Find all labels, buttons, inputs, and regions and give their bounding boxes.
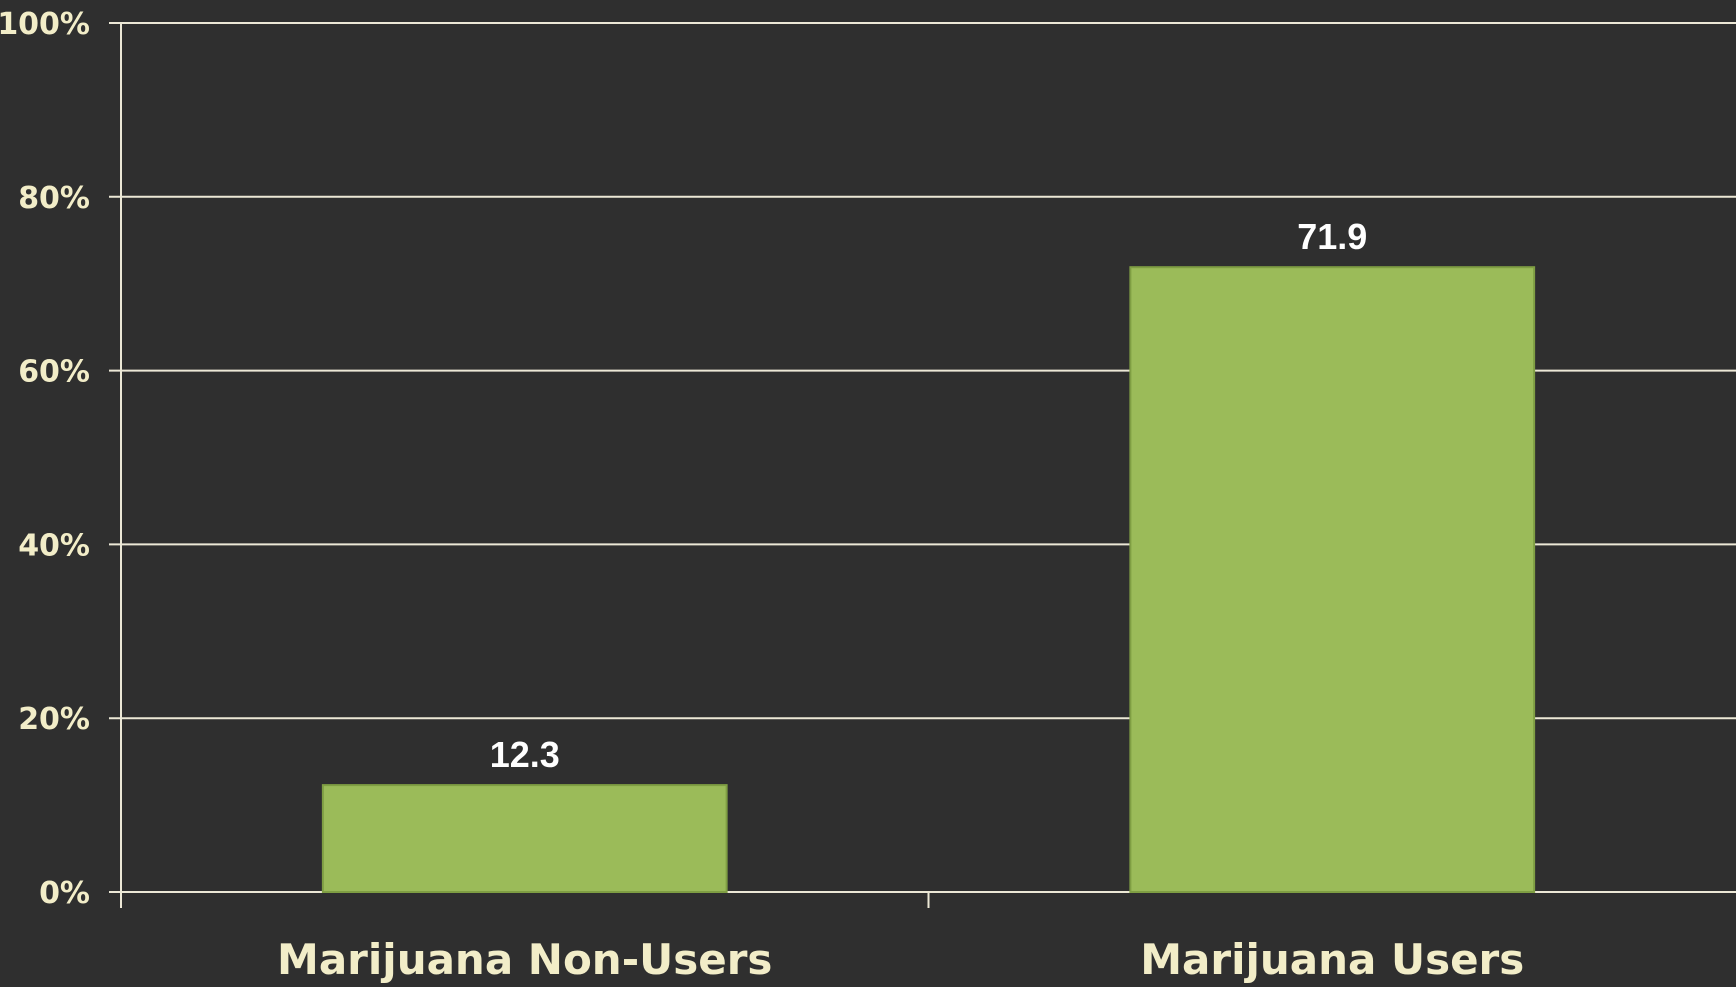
y-tick-label: 0% <box>39 876 90 911</box>
data-label: 71.9 <box>1297 216 1367 257</box>
data-label: 12.3 <box>490 734 560 775</box>
y-tick-label: 100% <box>0 7 90 42</box>
y-tick-label: 20% <box>18 702 90 737</box>
axes <box>120 23 930 908</box>
bar-marijuana-users <box>1129 266 1536 893</box>
x-category-label: Marijuana Non-Users <box>277 935 772 984</box>
labels: 0% 20% 40% 60% 80% 100% 12.3 Marijuana Non-User… <box>0 7 1524 984</box>
bar-marijuana-non-users <box>321 784 728 893</box>
y-tick-label: 80% <box>18 181 90 216</box>
y-tick-label: 40% <box>18 528 90 563</box>
bars <box>321 266 1536 893</box>
y-tick-label: 60% <box>18 355 90 390</box>
x-category-label: Marijuana Users <box>1140 935 1524 984</box>
